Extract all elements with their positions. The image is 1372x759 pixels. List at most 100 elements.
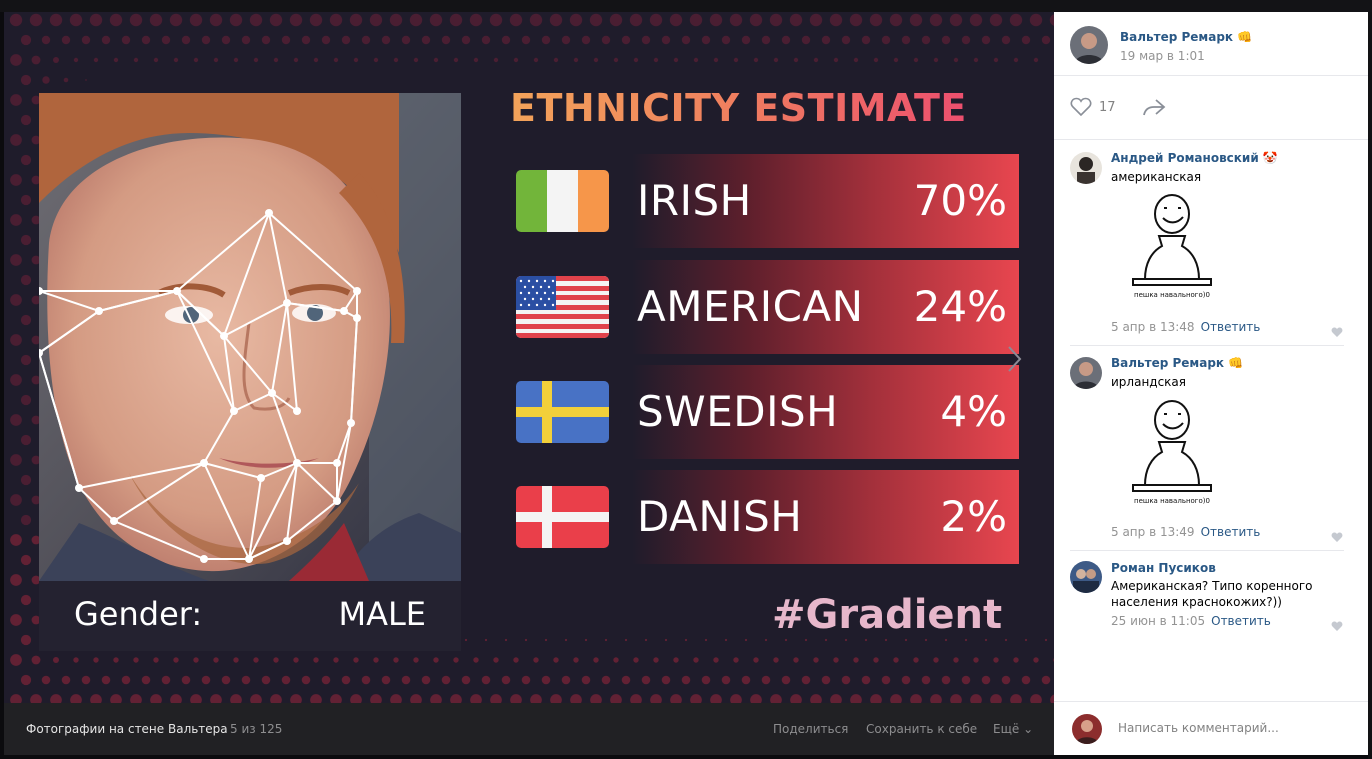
sticker-caption: пешка навального)0: [1134, 291, 1210, 299]
comment-avatar[interactable]: [1070, 152, 1102, 184]
pattern-dot: [753, 657, 759, 663]
pattern-dot: [901, 675, 911, 685]
comment-text: Американская? Типо коренного населения к…: [1111, 579, 1313, 609]
pattern-dot: [653, 657, 659, 663]
pattern-dot: [190, 694, 202, 706]
pattern-dot: [69, 13, 83, 27]
pattern-dot: [629, 13, 643, 27]
pattern-dot: [413, 657, 419, 663]
reply-button[interactable]: Ответить: [1200, 525, 1261, 539]
comment-divider: [1070, 345, 1344, 346]
pattern-dot: [613, 657, 619, 663]
pattern-dot: [721, 675, 731, 685]
pattern-dot: [10, 334, 22, 346]
pattern-dot: [861, 35, 871, 45]
pattern-dot: [601, 35, 611, 45]
pattern-dot: [20, 74, 32, 86]
pattern-dot: [593, 57, 599, 63]
viewer-bottom-bar: Фотографии на стене Вальтера 5 из 125 По…: [4, 703, 1054, 755]
pattern-dot: [313, 657, 319, 663]
pattern-dot: [170, 694, 182, 706]
pattern-dot: [641, 675, 651, 685]
pattern-dot: [633, 57, 639, 63]
pattern-dot: [630, 694, 642, 706]
pattern-dot: [949, 13, 963, 27]
pattern-dot: [893, 657, 899, 663]
pattern-dot: [393, 657, 399, 663]
next-photo-chevron-icon[interactable]: [1006, 344, 1024, 374]
pattern-dot: [229, 13, 243, 27]
pattern-dot: [401, 35, 411, 45]
pattern-dot: [313, 57, 319, 63]
pattern-dot: [53, 657, 59, 663]
share-button[interactable]: Поделиться: [773, 722, 849, 736]
pattern-dot: [20, 554, 32, 566]
pattern-dot: [1010, 694, 1022, 706]
post-header: Вальтер Ремарк 👊 19 мар в 1:01: [1054, 12, 1368, 76]
album-link[interactable]: Фотографии на стене Вальтера: [26, 722, 228, 736]
pattern-dot: [373, 57, 379, 63]
top-strip: [0, 0, 1372, 12]
pattern-dot: [964, 638, 968, 642]
pattern-dot: [1044, 638, 1048, 642]
pattern-dot: [369, 13, 383, 27]
save-to-self-button[interactable]: Сохранить к себе: [866, 722, 978, 736]
ethnicity-percent: 24%: [913, 282, 1007, 331]
pattern-dot: [713, 57, 719, 63]
pattern-dot: [970, 694, 982, 706]
more-menu-button[interactable]: Ещё ⌄: [993, 722, 1034, 736]
pattern-dot: [853, 57, 859, 63]
pattern-dot: [173, 57, 179, 63]
pattern-dot: [193, 57, 199, 63]
pattern-dot: [710, 694, 722, 706]
comment-author[interactable]: Роман Пусиков: [1111, 561, 1216, 575]
pattern-dot: [301, 35, 311, 45]
pattern-dot: [981, 35, 991, 45]
reply-button[interactable]: Ответить: [1200, 320, 1261, 334]
pattern-dot: [910, 694, 922, 706]
comment-input-bar[interactable]: Написать комментарий...: [1054, 701, 1368, 755]
pattern-dot: [341, 675, 351, 685]
pattern-dot: [1053, 658, 1054, 662]
comment-author[interactable]: Андрей Романовский 🤡: [1111, 151, 1278, 165]
pattern-dot: [353, 57, 359, 63]
share-arrow-icon[interactable]: [1142, 97, 1166, 117]
pattern-dot: [61, 35, 71, 45]
photo-area[interactable]: Gender: MALE ETHNICITY ESTIMATE IRISH 70…: [4, 12, 1054, 755]
ethnicity-name: AMERICAN: [637, 282, 864, 331]
comment-author[interactable]: Вальтер Ремарк 👊: [1111, 356, 1244, 370]
pattern-dot: [801, 35, 811, 45]
pattern-dot: [401, 675, 411, 685]
heart-icon[interactable]: [1070, 97, 1092, 117]
pattern-dot: [921, 35, 931, 45]
comment-avatar[interactable]: [1070, 561, 1102, 593]
pattern-dot: [930, 694, 942, 706]
comment-heart-icon[interactable]: [1331, 528, 1343, 542]
pattern-dot: [869, 13, 883, 27]
pattern-dot: [841, 35, 851, 45]
pattern-dot: [250, 694, 262, 706]
reply-button[interactable]: Ответить: [1211, 614, 1271, 628]
comment-input[interactable]: Написать комментарий...: [1118, 721, 1279, 735]
pattern-dot: [813, 657, 819, 663]
pattern-dot: [793, 57, 799, 63]
pattern-dot: [233, 57, 239, 63]
comment-heart-icon[interactable]: [1331, 617, 1343, 631]
pattern-dot: [293, 57, 299, 63]
pattern-dot: [189, 13, 203, 27]
pattern-dot: [893, 57, 899, 63]
comment-heart-icon[interactable]: [1331, 323, 1343, 337]
pattern-dot: [133, 57, 139, 63]
pattern-dot: [241, 675, 251, 685]
pattern-dot: [241, 35, 251, 45]
post-author[interactable]: Вальтер Ремарк 👊: [1120, 30, 1253, 44]
pattern-dot: [330, 694, 342, 706]
pattern-dot: [10, 134, 22, 146]
row-bar: [632, 365, 1019, 459]
pattern-dot: [821, 35, 831, 45]
post-date[interactable]: 19 мар в 1:01: [1120, 49, 1205, 63]
comment-avatar[interactable]: [1070, 357, 1102, 389]
pattern-dot: [864, 638, 868, 642]
photo-counter: 5 из 125: [230, 722, 283, 736]
author-avatar[interactable]: [1070, 26, 1108, 64]
